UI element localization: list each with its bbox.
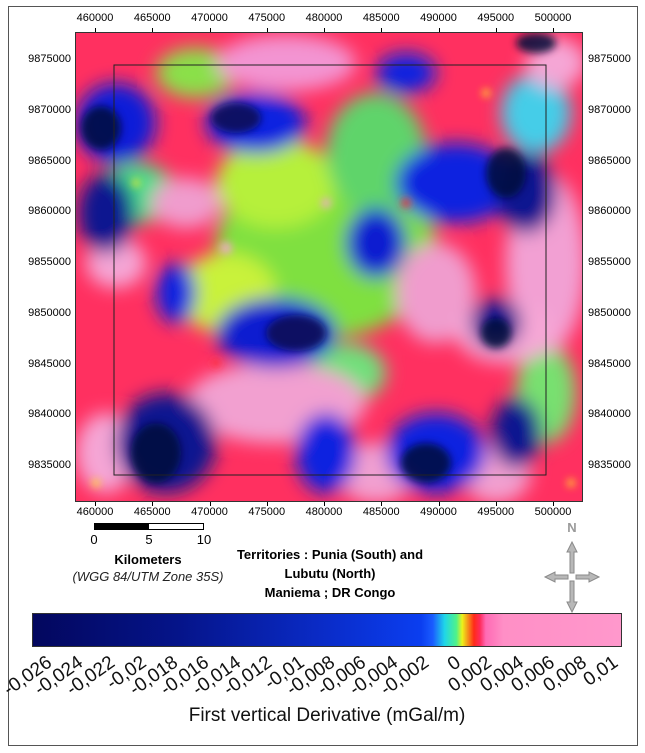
x-tick-mark — [324, 28, 325, 32]
y-tick-label-right-8: 9835000 — [588, 459, 631, 471]
y-tick-label-left-2: 9865000 — [28, 154, 71, 167]
x-tick-mark — [152, 28, 154, 32]
y-tick-label-right-2: 9865000 — [588, 154, 631, 167]
x-tick-label-bottom-1: 465000 — [133, 506, 171, 518]
x-tick-label-bottom-5: 485000 — [362, 506, 400, 518]
anomaly-map — [75, 32, 583, 502]
x-tick-mark — [553, 502, 554, 506]
x-tick-mark — [266, 502, 268, 506]
north-label: N — [567, 520, 577, 535]
x-tick-label-top-1: 465000 — [133, 12, 171, 24]
x-tick-mark — [209, 502, 211, 506]
x-tick-label-top-3: 475000 — [248, 12, 286, 24]
scale-label-0: 0 — [90, 532, 98, 547]
x-tick-mark — [438, 502, 440, 506]
y-tick-label-left-6: 9845000 — [28, 357, 71, 370]
x-tick-label-bottom-7: 495000 — [477, 506, 515, 518]
scale-label-10: 10 — [196, 532, 212, 547]
x-tick-mark — [95, 502, 96, 506]
x-tick-label-bottom-6: 490000 — [420, 506, 457, 518]
y-tick-label-left-8: 9835000 — [28, 459, 71, 471]
x-tick-mark — [95, 28, 96, 32]
y-tick-label-left-5: 9850000 — [28, 306, 71, 319]
x-tick-mark — [266, 28, 268, 32]
x-tick-mark — [209, 28, 211, 32]
y-tick-label-left-3: 9860000 — [28, 205, 71, 218]
location-line-1: Territories : Punia (South) and — [236, 547, 424, 562]
y-tick-label-right-1: 9870000 — [588, 103, 631, 116]
y-tick-label-right-6: 9845000 — [588, 357, 631, 370]
x-tick-mark — [152, 502, 154, 506]
y-tick-label-right-7: 9840000 — [588, 408, 631, 421]
inner-frame — [113, 64, 547, 476]
datum-label: (WGG 84/UTM Zone 35S) — [72, 569, 224, 584]
location-block: Territories : Punia (South) and Lubutu (… — [237, 545, 423, 602]
y-tick-label-right-4: 9855000 — [588, 256, 631, 268]
anomaly-map-image — [76, 33, 582, 501]
y-tick-label-left-1: 9870000 — [28, 103, 71, 116]
x-tick-mark — [438, 28, 440, 32]
x-tick-label-top-4: 480000 — [305, 12, 343, 24]
colorbar-title: First vertical Derivative (mGal/m) — [188, 705, 466, 726]
y-tick-label-right-3: 9860000 — [588, 205, 631, 218]
y-tick-label-right-0: 9875000 — [588, 53, 631, 65]
north-arrow-icon — [543, 540, 601, 614]
y-tick-label-right-5: 9850000 — [588, 306, 631, 319]
scale-bar — [94, 523, 204, 530]
x-tick-label-bottom-3: 475000 — [248, 506, 286, 518]
x-tick-label-bottom-2: 470000 — [191, 506, 228, 518]
colorbar — [32, 613, 622, 647]
y-tick-label-left-7: 9840000 — [28, 408, 71, 421]
x-tick-mark — [324, 502, 325, 506]
scale-label-5: 5 — [145, 532, 153, 547]
x-tick-label-top-2: 470000 — [191, 12, 228, 24]
x-tick-label-top-6: 490000 — [420, 12, 457, 24]
scale-unit: Kilometers — [114, 552, 182, 567]
x-tick-label-bottom-8: 500000 — [534, 506, 572, 518]
x-tick-mark — [553, 28, 554, 32]
x-tick-label-top-7: 495000 — [477, 12, 515, 24]
location-line-3: Maniema ; DR Congo — [264, 585, 396, 600]
x-tick-mark — [381, 28, 383, 32]
x-tick-mark — [495, 502, 497, 506]
x-tick-label-bottom-4: 480000 — [305, 506, 343, 518]
x-tick-label-top-5: 485000 — [362, 12, 400, 24]
x-tick-label-bottom-0: 460000 — [76, 506, 114, 518]
x-tick-label-top-0: 460000 — [76, 12, 114, 24]
y-tick-label-left-0: 9875000 — [28, 53, 71, 65]
y-tick-label-left-4: 9855000 — [28, 256, 71, 268]
x-tick-mark — [495, 28, 497, 32]
x-tick-mark — [381, 502, 383, 506]
x-tick-label-top-8: 500000 — [534, 12, 572, 24]
map-frame — [8, 6, 638, 746]
location-line-2: Lubutu (North) — [284, 566, 376, 581]
